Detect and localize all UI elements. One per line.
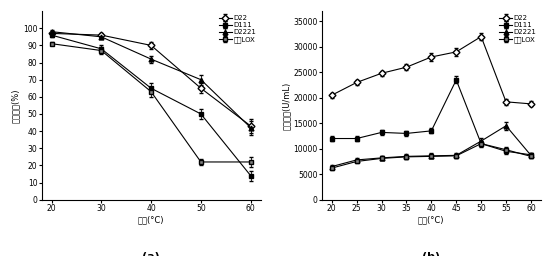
Text: (a): (a): [142, 252, 160, 256]
X-axis label: 温度(°C): 温度(°C): [138, 216, 164, 225]
Text: (b): (b): [422, 252, 440, 256]
Legend: D22, D111, D2221, 野生LOX: D22, D111, D2221, 野生LOX: [219, 15, 257, 44]
Y-axis label: 相对活力(%): 相对活力(%): [11, 88, 20, 123]
X-axis label: 温度(°C): 温度(°C): [418, 216, 444, 225]
Legend: D22, D111, D2221, 野生LOX: D22, D111, D2221, 野生LOX: [498, 15, 538, 44]
Y-axis label: 相对活力(U/mL): 相对活力(U/mL): [282, 81, 290, 130]
